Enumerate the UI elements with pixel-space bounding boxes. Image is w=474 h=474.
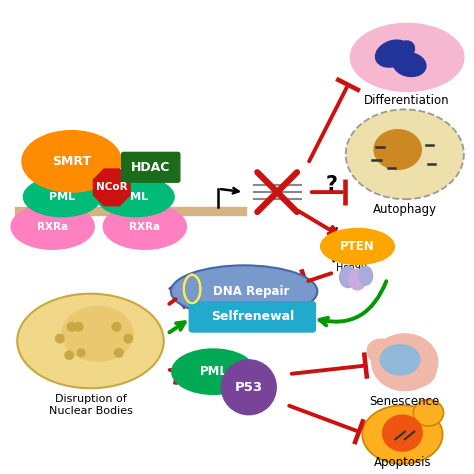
Circle shape: [67, 322, 76, 331]
Ellipse shape: [62, 307, 133, 361]
Circle shape: [77, 349, 85, 356]
Text: HDAC: HDAC: [131, 161, 171, 174]
Ellipse shape: [375, 40, 410, 67]
Ellipse shape: [383, 415, 422, 451]
Text: Autophagy: Autophagy: [373, 203, 437, 216]
Ellipse shape: [350, 23, 464, 91]
Text: NCoR: NCoR: [96, 182, 128, 192]
Ellipse shape: [358, 266, 373, 285]
Text: RXRa: RXRa: [37, 222, 68, 232]
Text: Senescence: Senescence: [370, 395, 440, 408]
Ellipse shape: [171, 265, 318, 318]
Circle shape: [221, 360, 276, 415]
Circle shape: [124, 334, 133, 343]
Text: RXRa: RXRa: [129, 222, 160, 232]
Text: Differentiation: Differentiation: [365, 94, 450, 107]
Text: DNA Repair: DNA Repair: [213, 285, 289, 298]
Ellipse shape: [393, 53, 426, 76]
Text: Hsp90: Hsp90: [336, 263, 367, 273]
Polygon shape: [27, 195, 98, 214]
Text: SMRT: SMRT: [52, 155, 91, 168]
Circle shape: [65, 351, 73, 359]
Text: Apoptosis: Apoptosis: [374, 456, 431, 469]
Ellipse shape: [407, 361, 436, 387]
Text: RARa: RARa: [121, 200, 150, 210]
Polygon shape: [93, 169, 130, 206]
Ellipse shape: [103, 204, 186, 249]
Text: PML: PML: [200, 365, 228, 378]
Text: P53: P53: [235, 381, 263, 394]
Ellipse shape: [374, 130, 421, 169]
Polygon shape: [100, 195, 171, 214]
Ellipse shape: [22, 131, 121, 192]
FancyBboxPatch shape: [189, 302, 316, 332]
Ellipse shape: [413, 400, 444, 426]
Ellipse shape: [320, 228, 394, 264]
Text: RARa: RARa: [47, 200, 77, 210]
Text: Disruption of
Nuclear Bodies: Disruption of Nuclear Bodies: [48, 394, 132, 416]
Ellipse shape: [372, 334, 438, 391]
Ellipse shape: [395, 41, 414, 60]
Ellipse shape: [380, 345, 420, 375]
Ellipse shape: [97, 177, 174, 217]
Text: PTEN: PTEN: [340, 240, 375, 253]
Ellipse shape: [23, 177, 101, 217]
Text: PML: PML: [49, 192, 75, 202]
Text: ?: ?: [326, 175, 337, 195]
Circle shape: [112, 322, 121, 331]
Ellipse shape: [172, 349, 255, 394]
Text: PML: PML: [122, 192, 148, 202]
Ellipse shape: [346, 109, 464, 199]
FancyBboxPatch shape: [122, 153, 180, 182]
Circle shape: [55, 334, 64, 343]
Ellipse shape: [11, 204, 94, 249]
Text: Selfrenewal: Selfrenewal: [211, 310, 294, 323]
Circle shape: [74, 322, 83, 331]
Ellipse shape: [17, 294, 164, 388]
Ellipse shape: [339, 267, 356, 288]
Ellipse shape: [349, 269, 366, 290]
FancyArrowPatch shape: [319, 281, 386, 325]
Ellipse shape: [362, 405, 443, 464]
Ellipse shape: [367, 339, 400, 366]
Circle shape: [115, 348, 123, 357]
